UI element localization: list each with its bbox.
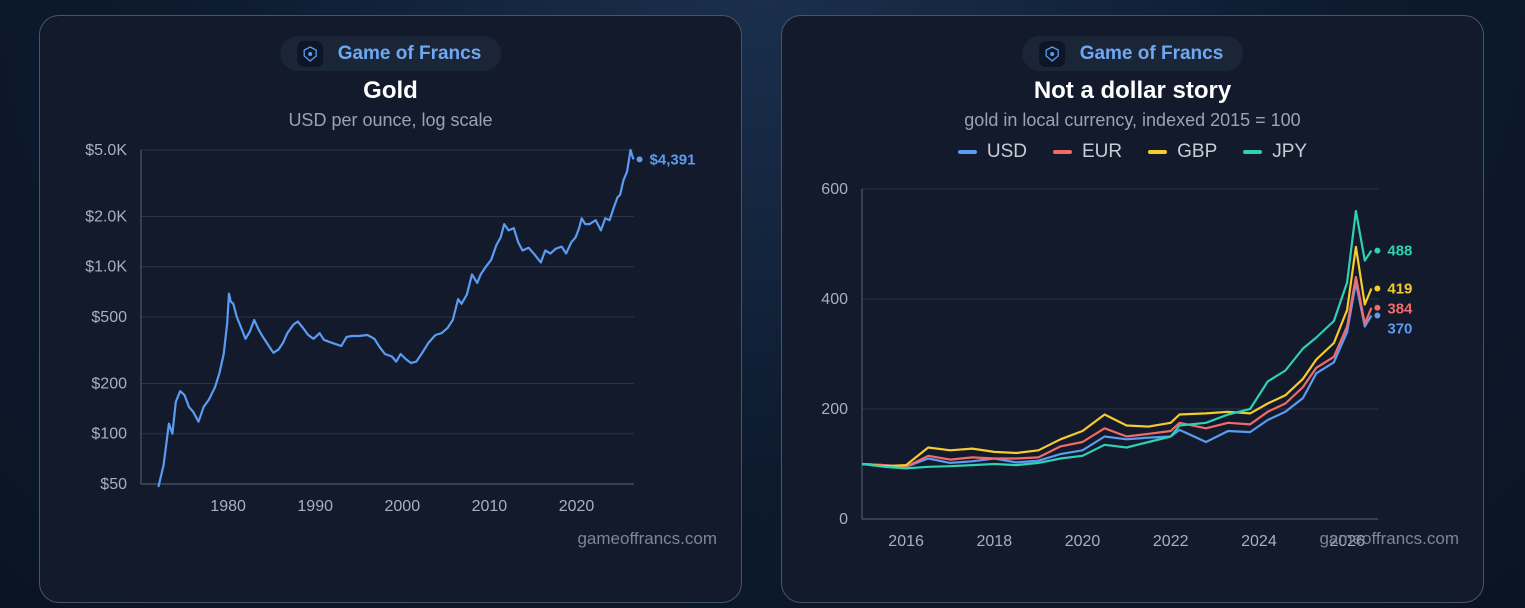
- legend-swatch-eur: [1053, 150, 1072, 154]
- chart-subtitle: gold in local currency, indexed 2015 = 1…: [964, 110, 1301, 130]
- end-value-label: 370: [1387, 321, 1412, 338]
- legend-swatch-usd: [957, 150, 977, 154]
- brand-pill: Game of Francs: [1021, 36, 1244, 71]
- chart-title: Not a dollar story: [1033, 77, 1232, 104]
- end-value-label: 488: [1387, 243, 1412, 260]
- end-dot: [1374, 304, 1381, 311]
- chart-subtitle: USD per ounce, log scale: [288, 110, 493, 130]
- y-tick-label: $100: [91, 426, 127, 443]
- x-tick-label: 2010: [472, 498, 508, 515]
- end-dot: [636, 156, 643, 163]
- series-line-gbp: [861, 245, 1373, 468]
- x-tick-label: 2022: [1153, 533, 1189, 550]
- end-value-label: 384: [1387, 301, 1413, 318]
- legend-label: EUR: [1082, 141, 1123, 162]
- x-tick-label: 2016: [888, 533, 924, 550]
- brand-name: Game of Francs: [337, 42, 482, 64]
- y-tick-label: $1.0K: [85, 259, 127, 276]
- x-tick-label: 2026: [1329, 533, 1365, 550]
- currency-line-chart: 600 400 200 0 2016 2018 2020 2022 2024 2026 488 419…: [821, 181, 1413, 550]
- brand-logo-icon: [296, 40, 323, 67]
- y-tick-label: $50: [100, 476, 127, 493]
- chart-title: Gold: [363, 77, 418, 104]
- series-line-jpy: [861, 209, 1373, 470]
- currency-chart-card: Game of Francs Not a dollar story gold i…: [781, 15, 1484, 603]
- end-dot: [1374, 285, 1381, 292]
- x-tick-label: 2024: [1241, 533, 1277, 550]
- legend-swatch-gbp: [1148, 150, 1168, 154]
- x-tick-label: 2020: [559, 498, 595, 515]
- legend-swatch-jpy: [1243, 150, 1263, 154]
- y-tick-label: 200: [821, 401, 848, 418]
- y-tick-label: 0: [839, 511, 848, 528]
- end-value-label: 419: [1387, 281, 1412, 298]
- legend-label: USD: [986, 141, 1027, 162]
- legend-item-gbp: GBP: [1148, 141, 1217, 163]
- series-line: [157, 148, 635, 488]
- end-dot: [1374, 312, 1381, 319]
- chart-legend: USD EUR GBP JPY: [782, 141, 1483, 163]
- y-tick-label: $2.0K: [85, 208, 127, 225]
- gold-chart-card: Game of Francs Gold USD per ounce, log s…: [39, 15, 742, 603]
- y-tick-label: 600: [821, 181, 848, 198]
- legend-label: JPY: [1272, 141, 1308, 162]
- x-tick-label: 2020: [1065, 533, 1101, 550]
- x-tick-label: 1980: [210, 498, 246, 515]
- end-value-label: $4,391: [650, 151, 696, 168]
- brand-pill: Game of Francs: [279, 36, 502, 71]
- x-tick-label: 2000: [385, 498, 421, 515]
- y-tick-label: 400: [821, 291, 848, 308]
- watermark: gameoffrancs.com: [577, 529, 717, 548]
- y-tick-label: $500: [91, 309, 127, 326]
- y-tick-label: $200: [91, 375, 127, 392]
- series-line-usd: [861, 281, 1373, 468]
- gold-line-chart: $5.0K $2.0K $1.0K $500 $200 $100 $50 1980 1990 20…: [85, 142, 696, 515]
- series-line-eur: [861, 275, 1373, 468]
- watermark: gameoffrancs.com: [1319, 529, 1459, 548]
- legend-item-usd: USD: [957, 141, 1027, 163]
- brand-name: Game of Francs: [1079, 42, 1224, 64]
- brand-logo-icon: [1038, 40, 1065, 67]
- y-tick-label: $5.0K: [85, 142, 127, 159]
- legend-label: GBP: [1177, 141, 1218, 162]
- legend-item-eur: EUR: [1053, 141, 1122, 163]
- legend-item-jpy: JPY: [1243, 141, 1307, 163]
- x-tick-label: 1990: [297, 498, 333, 515]
- end-dot: [1374, 247, 1381, 254]
- x-tick-label: 2018: [977, 533, 1013, 550]
